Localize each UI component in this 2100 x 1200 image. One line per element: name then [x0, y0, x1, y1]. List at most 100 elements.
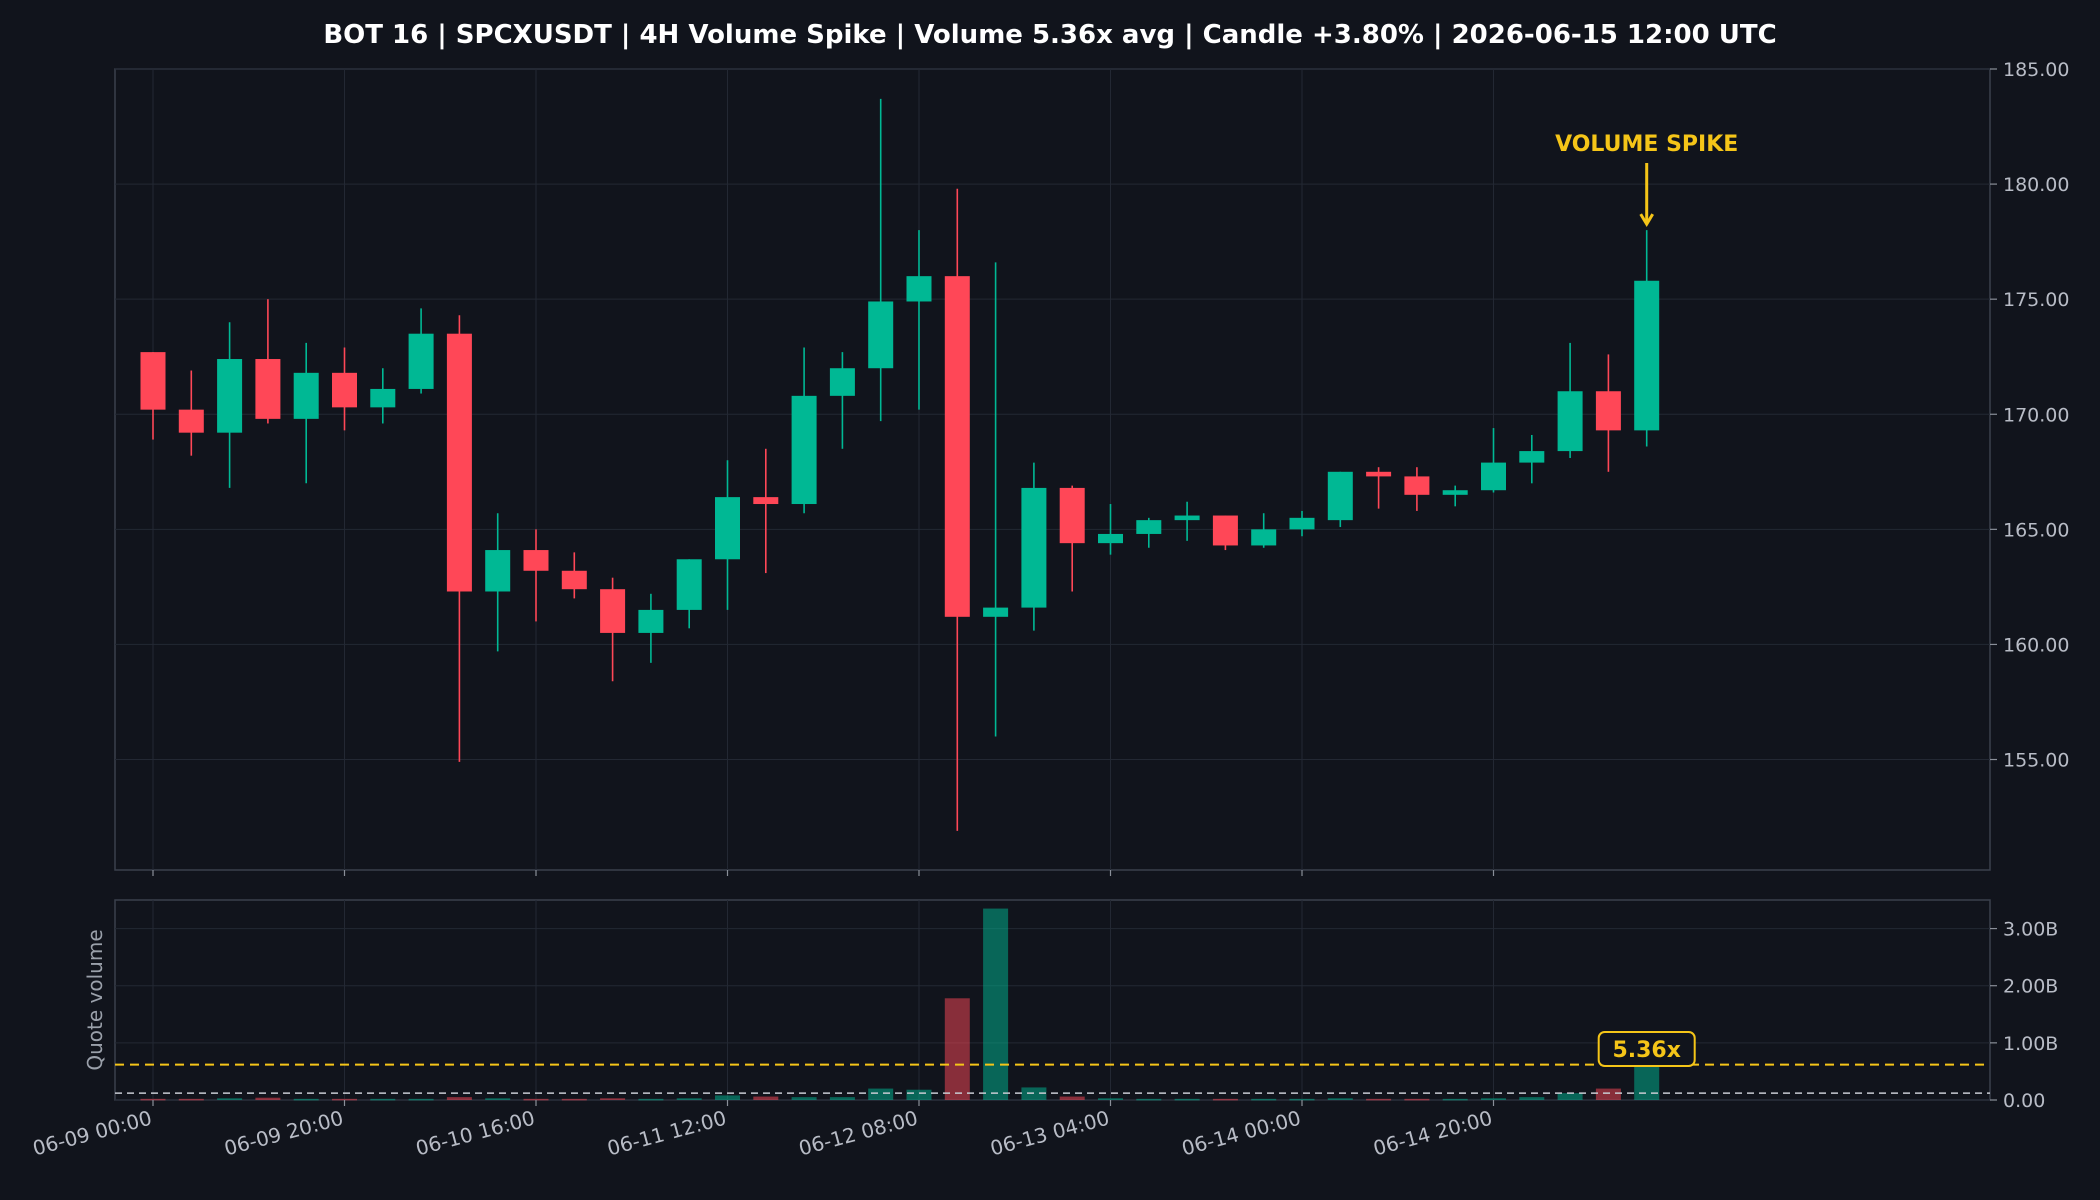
price-tick-label: 155.00: [2003, 750, 2069, 772]
volume-bar: [1136, 1098, 1162, 1101]
x-tick-label: 06-12 08:00: [796, 1106, 920, 1161]
volume-bar: [600, 1098, 626, 1100]
candle-body: [906, 276, 932, 302]
candle-body: [1251, 529, 1277, 546]
volume-bar: [1595, 1088, 1621, 1100]
volume-bar: [715, 1095, 740, 1100]
chart-title: BOT 16 | SPCXUSDT | 4H Volume Spike | Vo…: [323, 20, 1776, 50]
candle-body: [638, 609, 664, 633]
price-tick-label: 185.00: [2003, 59, 2069, 81]
x-tick-label: 06-14 00:00: [1179, 1106, 1303, 1161]
price-axis: 155.00 160.00 165.00 170.00 175.00 180.00 185.…: [1990, 59, 2069, 772]
candle-body: [178, 409, 204, 433]
volume-bar: [906, 1089, 932, 1100]
volume-bar: [1366, 1098, 1392, 1101]
candle-body: [293, 372, 319, 419]
ratio-badge-box: [1597, 1031, 1696, 1067]
volume-bar: [523, 1098, 549, 1101]
candle-body: [1366, 471, 1392, 477]
volume-bar: [370, 1098, 396, 1101]
candle-body: [1481, 462, 1506, 491]
volume-bar: [178, 1098, 204, 1101]
candle-body: [753, 497, 779, 505]
candle-body: [868, 301, 894, 369]
volume-bar: [255, 1097, 281, 1100]
volume-spike-annotation: VOLUME SPIKE: [1555, 132, 1738, 228]
volume-bar: [1481, 1098, 1506, 1100]
candle-body: [1059, 487, 1085, 544]
price-tick-label: 160.00: [2003, 634, 2069, 656]
volume-bar: [1098, 1098, 1123, 1100]
candle-body: [561, 570, 587, 590]
candle-body: [408, 333, 434, 389]
candle-body: [370, 388, 396, 408]
volume-bar: [1557, 1093, 1583, 1100]
price-tick-label: 170.00: [2003, 404, 2069, 426]
price-grid: [115, 68, 1990, 870]
x-tick-label: 06-10 16:00: [413, 1106, 537, 1161]
volume-bar: [1519, 1097, 1545, 1100]
candle-body: [332, 372, 357, 408]
candle-body: [829, 368, 855, 396]
volume-bar: [791, 1097, 817, 1100]
volume-axis: 0.00 1.00B 2.00B 3.00B: [1990, 919, 2058, 1112]
volume-bar: [676, 1098, 702, 1100]
candle-body: [1557, 391, 1583, 452]
volume-bar: [1634, 1064, 1660, 1100]
volume-bar: [408, 1098, 434, 1101]
candle-body: [1327, 471, 1353, 521]
volume-grid: [115, 900, 1990, 1101]
volume-bar: [638, 1098, 664, 1101]
ratio-badge: 5.36x: [1597, 1031, 1696, 1067]
volume-bar: [1212, 1098, 1238, 1101]
volume-spike-label: VOLUME SPIKE: [1555, 132, 1738, 157]
volume-bar: [868, 1088, 894, 1100]
volume-bar: [332, 1098, 357, 1101]
candle-body: [485, 550, 511, 592]
volume-bar: [1442, 1098, 1468, 1101]
candle-body: [715, 497, 740, 560]
volume-bar: [561, 1098, 587, 1101]
volume-bar: [1404, 1098, 1430, 1101]
candle-body: [983, 607, 1009, 617]
volume-bar: [217, 1098, 243, 1100]
price-tick-label: 165.00: [2003, 519, 2069, 541]
volume-bar: [293, 1098, 319, 1101]
volume-bar: [485, 1098, 511, 1100]
candle-body: [1136, 520, 1162, 534]
x-tick-label: 06-09 00:00: [30, 1106, 154, 1161]
candle-body: [1098, 533, 1123, 544]
x-tick-label: 06-13 04:00: [988, 1106, 1112, 1161]
ratio-badge-text: 5.36x: [1612, 1038, 1680, 1063]
volume-bar: [1251, 1098, 1277, 1101]
candle-body: [140, 352, 166, 410]
volume-bars: [140, 908, 1660, 1101]
volume-bar: [983, 908, 1009, 1100]
volume-panel: 0.00 1.00B 2.00B 3.00B 5.36x Quote volume: [83, 899, 2058, 1112]
volume-bar: [140, 1098, 166, 1101]
volume-tick-label: 1.00B: [2003, 1033, 2058, 1055]
volume-tick-label: 2.00B: [2003, 976, 2058, 998]
volume-bar: [829, 1097, 855, 1100]
volume-bar: [1174, 1098, 1200, 1101]
spike-arrowhead-icon: [1639, 213, 1654, 228]
candle-body: [600, 589, 626, 633]
candle-body: [1404, 476, 1430, 495]
candle-body: [1595, 391, 1621, 431]
price-panel-frame: [114, 68, 1991, 871]
x-tick-label: 06-11 12:00: [605, 1106, 729, 1161]
candle-body: [1021, 487, 1047, 608]
volume-bar: [1289, 1098, 1315, 1101]
volume-bar: [1059, 1096, 1085, 1100]
candle-body: [1634, 280, 1660, 431]
candle-body: [523, 550, 549, 571]
candle-body: [944, 276, 970, 617]
candles: [140, 98, 1660, 831]
x-tick-label: 06-14 20:00: [1371, 1106, 1495, 1161]
candle-body: [791, 395, 817, 505]
x-tick-label: 06-09 20:00: [222, 1106, 346, 1161]
price-panel: 155.00 160.00 165.00 170.00 175.00 180.00 185.…: [114, 59, 2069, 871]
candle-body: [446, 333, 472, 592]
price-tick-label: 180.00: [2003, 174, 2069, 196]
candle-body: [1519, 451, 1545, 463]
